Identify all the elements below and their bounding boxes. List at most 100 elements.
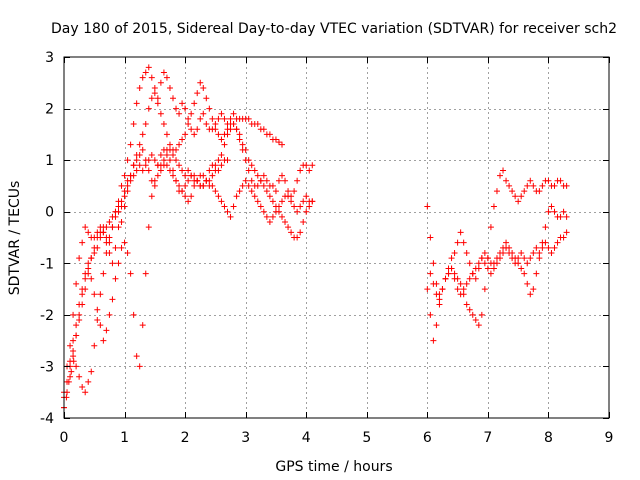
data-point [436, 296, 443, 303]
data-point [212, 162, 219, 169]
data-point [242, 177, 249, 184]
data-point [185, 115, 192, 122]
data-point [130, 162, 137, 169]
data-point [475, 260, 482, 267]
data-point [97, 291, 104, 298]
data-point [188, 193, 195, 200]
data-point [260, 208, 267, 215]
data-point [203, 121, 210, 128]
data-point [478, 311, 485, 318]
axis-ticks [64, 57, 610, 419]
data-point [279, 213, 285, 220]
y-axis-label: SDTVAR / TECUs [7, 181, 23, 296]
data-point [67, 342, 74, 349]
data-point [151, 84, 158, 91]
data-point [82, 389, 89, 396]
data-point [124, 157, 131, 164]
data-point [100, 224, 107, 231]
data-point [248, 162, 255, 169]
data-point [524, 280, 531, 287]
data-point [182, 131, 189, 138]
data-point [221, 131, 228, 138]
data-point [524, 260, 531, 267]
data-point [272, 208, 279, 215]
data-point [263, 177, 270, 184]
data-point [560, 234, 567, 241]
data-point [197, 115, 204, 122]
data-point [79, 384, 86, 391]
data-point [173, 157, 180, 164]
data-point [176, 162, 183, 169]
data-point [176, 110, 183, 117]
data-point [124, 249, 131, 256]
data-point [291, 203, 298, 210]
data-point [227, 213, 234, 220]
data-point [185, 121, 192, 128]
data-point [109, 213, 116, 220]
data-point [166, 157, 173, 164]
data-point [521, 188, 528, 195]
data-point [424, 286, 431, 293]
data-point [133, 353, 140, 360]
data-point [70, 337, 77, 344]
y-tick-label: 3 [45, 50, 54, 66]
data-point [303, 162, 310, 169]
data-point [493, 260, 500, 267]
data-point [427, 234, 434, 241]
data-point [545, 177, 552, 184]
data-point [115, 260, 122, 267]
data-point [548, 249, 555, 256]
data-point [245, 157, 252, 164]
data-point [545, 244, 552, 251]
data-point [191, 131, 198, 138]
data-point [85, 260, 92, 267]
data-point [76, 311, 83, 318]
data-point [236, 136, 243, 143]
data-point [218, 198, 225, 205]
data-point [487, 270, 494, 277]
data-point [118, 219, 125, 226]
data-point [209, 172, 216, 179]
data-point [248, 188, 255, 195]
data-point [509, 255, 516, 262]
series-track-3 [61, 79, 316, 401]
data-point [215, 193, 222, 200]
data-point [487, 224, 494, 231]
data-point [466, 260, 473, 267]
data-point [200, 110, 207, 117]
grid [64, 57, 609, 418]
data-point [103, 327, 110, 334]
data-point [106, 311, 113, 318]
series-track-4 [61, 146, 231, 411]
data-point [76, 373, 83, 380]
data-point [230, 110, 237, 117]
data-point [160, 157, 167, 164]
data-point [457, 229, 464, 236]
data-point [142, 162, 149, 169]
data-point [539, 244, 546, 251]
data-point [218, 136, 225, 143]
data-point [73, 332, 80, 339]
data-point [430, 280, 437, 287]
data-point [297, 203, 304, 210]
data-point [303, 208, 310, 215]
data-point [451, 270, 458, 277]
data-point [272, 136, 279, 143]
data-point [439, 286, 446, 293]
data-point [121, 172, 128, 179]
data-point [282, 219, 289, 226]
data-point [279, 141, 285, 148]
data-point [185, 198, 192, 205]
data-point [512, 260, 519, 267]
data-point [85, 265, 92, 272]
data-point [145, 64, 152, 71]
data-point [206, 167, 213, 174]
data-point [163, 74, 170, 81]
plot-frame [63, 56, 610, 419]
data-point [515, 255, 522, 262]
data-point [124, 177, 131, 184]
data-point [466, 275, 473, 282]
data-point [136, 151, 143, 158]
data-point [445, 270, 452, 277]
data-point [109, 260, 116, 267]
